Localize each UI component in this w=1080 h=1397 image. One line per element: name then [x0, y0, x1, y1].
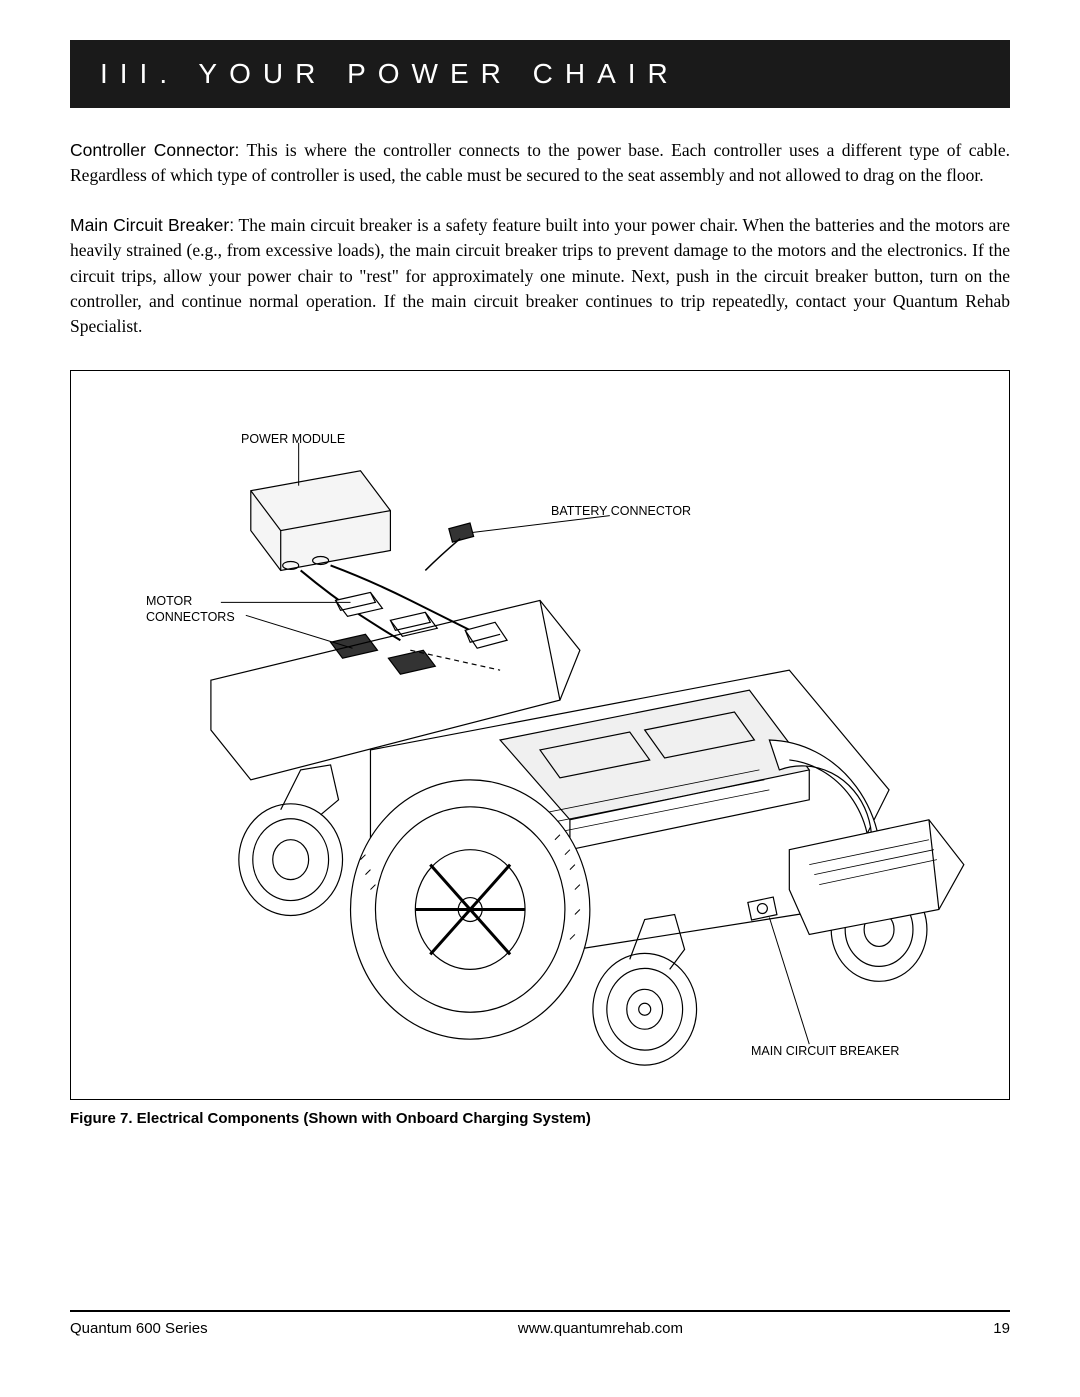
battery-connector-shape	[425, 523, 473, 570]
callout-battery-connector: BATTERY CONNECTOR	[551, 503, 691, 519]
term-label: Main Circuit Breaker:	[70, 215, 234, 235]
footer-url: www.quantumrehab.com	[518, 1320, 683, 1337]
drive-wheel-left	[351, 780, 590, 1039]
paragraph-main-circuit-breaker: Main Circuit Breaker: The main circuit b…	[70, 213, 1010, 340]
section-header: III. YOUR POWER CHAIR	[70, 40, 1010, 108]
term-label: Controller Connector:	[70, 140, 239, 160]
callout-main-circuit-breaker: MAIN CIRCUIT BREAKER	[751, 1043, 899, 1059]
caster-front-left	[239, 765, 343, 916]
footer-page-number: 19	[993, 1320, 1010, 1337]
callout-motor-connectors: MOTOR CONNECTORS	[146, 593, 236, 626]
callout-power-module: POWER MODULE	[241, 431, 345, 447]
footer-series: Quantum 600 Series	[70, 1320, 208, 1337]
power-module-shape	[251, 470, 391, 570]
figure-caption: Figure 7. Electrical Components (Shown w…	[70, 1110, 1010, 1127]
section-title: III. YOUR POWER CHAIR	[100, 58, 680, 89]
motor-connector-shape	[331, 592, 438, 674]
paragraph-controller-connector: Controller Connector: This is where the …	[70, 138, 1010, 189]
electrical-diagram	[71, 371, 1009, 1099]
footer: Quantum 600 Series www.quantumrehab.com …	[70, 1310, 1010, 1337]
figure-box: POWER MODULE BATTERY CONNECTOR MOTOR CON…	[70, 370, 1010, 1100]
